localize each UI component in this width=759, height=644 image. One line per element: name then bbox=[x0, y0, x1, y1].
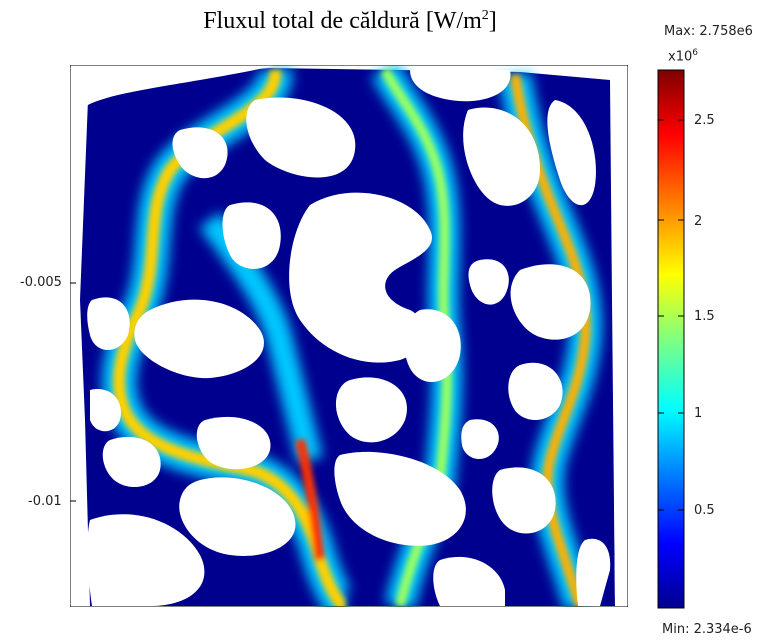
colorbar-tick-label: 2.5 bbox=[694, 113, 715, 128]
colorbar-ticks bbox=[658, 119, 684, 511]
colorbar-scale-label: x106 bbox=[668, 48, 698, 65]
min-value-label: Min: 2.334e-6 bbox=[662, 622, 752, 637]
chart-title: Fluxul total de căldură [W/m2] bbox=[203, 8, 497, 34]
y-tick-label: -0.01 bbox=[28, 494, 62, 509]
y-axis-ticks bbox=[70, 282, 76, 502]
y-tick-label: -0.005 bbox=[20, 275, 62, 290]
max-value-label: Max: 2.758e6 bbox=[664, 24, 753, 39]
plot-area bbox=[70, 65, 628, 607]
colorbar-tick-label: 0.5 bbox=[694, 503, 715, 518]
colorbar-tick-label: 1 bbox=[694, 406, 703, 421]
colorbar bbox=[657, 69, 685, 609]
colorbar-tick-label: 1.5 bbox=[694, 309, 715, 324]
pore-holes bbox=[70, 65, 628, 607]
colorbar-tick-label: 2 bbox=[694, 214, 703, 229]
